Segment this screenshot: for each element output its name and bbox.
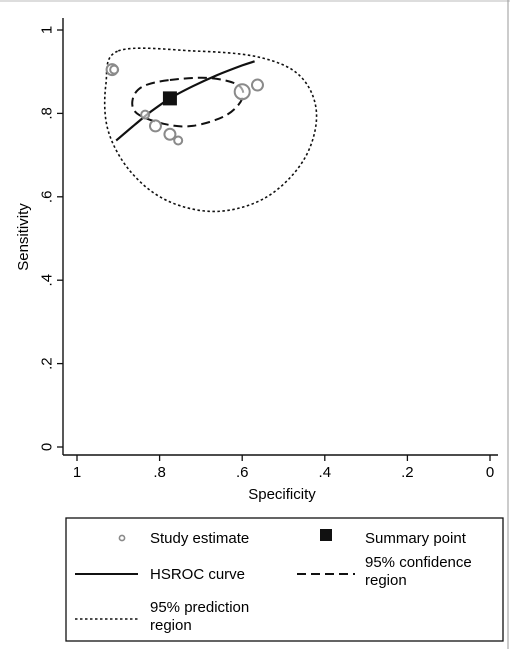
- x-tick-label-3: .4: [319, 464, 332, 481]
- hsroc-layer: [115, 60, 255, 142]
- study-estimate-3: [148, 119, 162, 133]
- legend-summary-marker: [320, 529, 332, 541]
- legend-prediction-label-1: 95% prediction: [150, 599, 249, 616]
- x-tick-label-4: .2: [401, 464, 414, 481]
- y-tick-label-0: 0: [39, 443, 56, 451]
- y-tick-label-5: 1: [39, 26, 56, 34]
- y-tick-label-3: .6: [39, 191, 56, 204]
- legend-confidence-label-1: 95% confidence: [365, 554, 472, 571]
- study-estimate-6: [233, 83, 251, 101]
- study-estimate-4: [163, 127, 177, 141]
- x-tick-label-5: 0: [486, 464, 494, 481]
- study-estimate-2: [140, 109, 151, 120]
- x-tick-label-0: 1: [73, 464, 81, 481]
- legend-prediction-label-2: region: [150, 617, 192, 634]
- confidence-region: [131, 76, 245, 128]
- regions-layer: [103, 47, 318, 213]
- legend-study-label: Study estimate: [150, 530, 249, 547]
- study-estimates-layer: [105, 63, 264, 146]
- x-tick-label-2: .6: [236, 464, 249, 481]
- study-estimate-7: [250, 78, 264, 92]
- legend-confidence-label-2: region: [365, 572, 407, 589]
- y-tick-label-1: .2: [39, 357, 56, 370]
- y-tick-label-4: .8: [39, 107, 56, 120]
- legend-study-marker: [118, 534, 126, 542]
- legend-box: [65, 517, 504, 642]
- y-tick-label-2: .4: [39, 274, 56, 287]
- hsroc-curve: [115, 60, 255, 142]
- legend-hsroc-label: HSROC curve: [150, 566, 245, 583]
- x-tick-label-1: .8: [153, 464, 166, 481]
- y-axis-title: Sensitivity: [15, 203, 32, 271]
- axis-ticks: 1 .8 .6 .4 .2 0 0 .2 .4 .6 .8 1: [39, 26, 495, 481]
- study-estimate-1: [109, 64, 120, 75]
- summary-layer: [162, 91, 177, 106]
- x-axis-title: Specificity: [248, 486, 316, 503]
- study-estimate-5: [173, 135, 184, 146]
- prediction-region: [103, 47, 318, 213]
- legend-summary-label: Summary point: [365, 530, 467, 547]
- summary-point: [162, 91, 177, 106]
